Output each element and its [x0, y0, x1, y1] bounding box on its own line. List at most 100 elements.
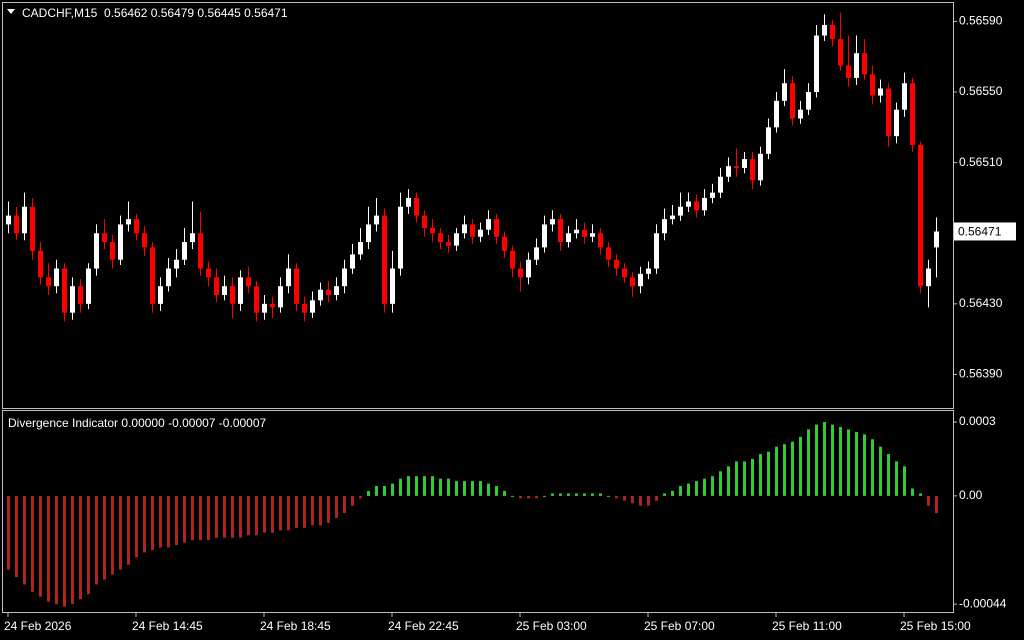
histogram-bar	[263, 495, 266, 533]
candle-body	[182, 242, 187, 260]
histogram-bar	[223, 495, 226, 538]
histogram-bar	[455, 481, 458, 496]
histogram-bar	[719, 471, 722, 496]
histogram-bar	[647, 495, 650, 506]
candle-body	[358, 242, 363, 255]
candle-body	[902, 83, 907, 110]
histogram-bar	[735, 461, 738, 496]
candle-body	[926, 268, 931, 287]
x-tick-label: 25 Feb 07:00	[644, 619, 715, 633]
histogram-bar	[63, 495, 66, 607]
candle-body	[230, 286, 235, 304]
histogram-bar	[663, 493, 666, 496]
candle-body	[510, 250, 515, 269]
histogram-bar	[871, 439, 874, 496]
histogram-bar	[295, 495, 298, 528]
candle-body	[142, 233, 147, 248]
candle-body	[814, 35, 819, 93]
histogram-bar	[583, 493, 586, 496]
histogram-bar	[639, 495, 642, 506]
y-tick-label: 0.56550	[959, 84, 1003, 98]
histogram-bar	[111, 495, 114, 575]
histogram-bar	[271, 495, 274, 533]
candle-body	[174, 259, 179, 269]
x-tick-label: 25 Feb 03:00	[516, 619, 587, 633]
candle-body	[382, 215, 387, 304]
histogram-bar	[327, 495, 330, 523]
histogram-bar	[687, 483, 690, 496]
y-tick-label: 0.0003	[959, 414, 996, 428]
candle-body	[662, 219, 667, 234]
candle-body	[846, 65, 851, 78]
candle-body	[454, 233, 459, 246]
menu-arrow[interactable]	[7, 9, 15, 14]
candle-body	[542, 224, 547, 248]
candle-body	[774, 100, 779, 128]
histogram-bar	[127, 495, 130, 565]
candle-body	[766, 127, 771, 154]
histogram-bar	[15, 495, 18, 578]
histogram-bar	[23, 495, 26, 585]
candle-body	[46, 277, 51, 287]
candle-body	[710, 192, 715, 198]
candle-body	[582, 229, 587, 237]
candle-body	[734, 166, 739, 168]
histogram-bar	[287, 495, 290, 531]
histogram-bar	[839, 426, 842, 496]
candle-body	[6, 215, 11, 225]
candle-body	[702, 197, 707, 211]
histogram-bar	[463, 481, 466, 496]
candle-body	[534, 247, 539, 260]
histogram-bar	[927, 495, 930, 506]
histogram-bar	[623, 495, 626, 501]
candle-body	[398, 206, 403, 269]
x-tick-label: 24 Feb 14:45	[132, 619, 203, 633]
candle-body	[198, 233, 203, 269]
histogram-bar	[399, 478, 402, 496]
histogram-bar	[303, 495, 306, 528]
candle-body	[494, 219, 499, 237]
candle-body	[550, 219, 555, 225]
histogram-bar	[551, 493, 554, 496]
histogram-bar	[727, 466, 730, 496]
candle-body	[742, 159, 747, 168]
candle-body	[22, 206, 27, 234]
candle-body	[78, 286, 83, 304]
histogram-bar	[103, 495, 106, 580]
price-panel	[2, 2, 954, 409]
histogram-bar	[807, 429, 810, 496]
histogram-bar	[351, 495, 354, 506]
candle-body	[262, 303, 267, 313]
histogram-bar	[607, 495, 610, 497]
histogram-bar	[631, 495, 634, 504]
histogram-bar	[159, 495, 162, 548]
candle-body	[854, 53, 859, 78]
x-tick-label: 24 Feb 18:45	[260, 619, 331, 633]
histogram-bar	[527, 495, 530, 499]
histogram-bar	[503, 490, 506, 496]
candle-body	[718, 176, 723, 193]
candle-body	[566, 233, 571, 243]
histogram-bar	[559, 493, 562, 496]
histogram-bar	[415, 476, 418, 496]
histogram-bar	[359, 495, 362, 499]
histogram-bar	[471, 481, 474, 496]
candle-body	[62, 268, 67, 313]
histogram-bar	[615, 495, 618, 499]
histogram-bar	[919, 493, 922, 496]
histogram-bar	[247, 495, 250, 536]
histogram-bar	[319, 495, 322, 526]
candle-body	[638, 273, 643, 287]
histogram-bar	[431, 476, 434, 496]
y-tick-label: 0.56430	[959, 296, 1003, 310]
candle-body	[806, 92, 811, 110]
histogram-bar	[215, 495, 218, 538]
candle-body	[470, 224, 475, 237]
candle-body	[438, 233, 443, 243]
histogram-bar	[775, 446, 778, 496]
histogram-bar	[375, 486, 378, 496]
histogram-bar	[599, 493, 602, 496]
histogram-bar	[55, 495, 58, 605]
candle-body	[822, 24, 827, 36]
price-marker-label: 0.56471	[958, 225, 1002, 239]
